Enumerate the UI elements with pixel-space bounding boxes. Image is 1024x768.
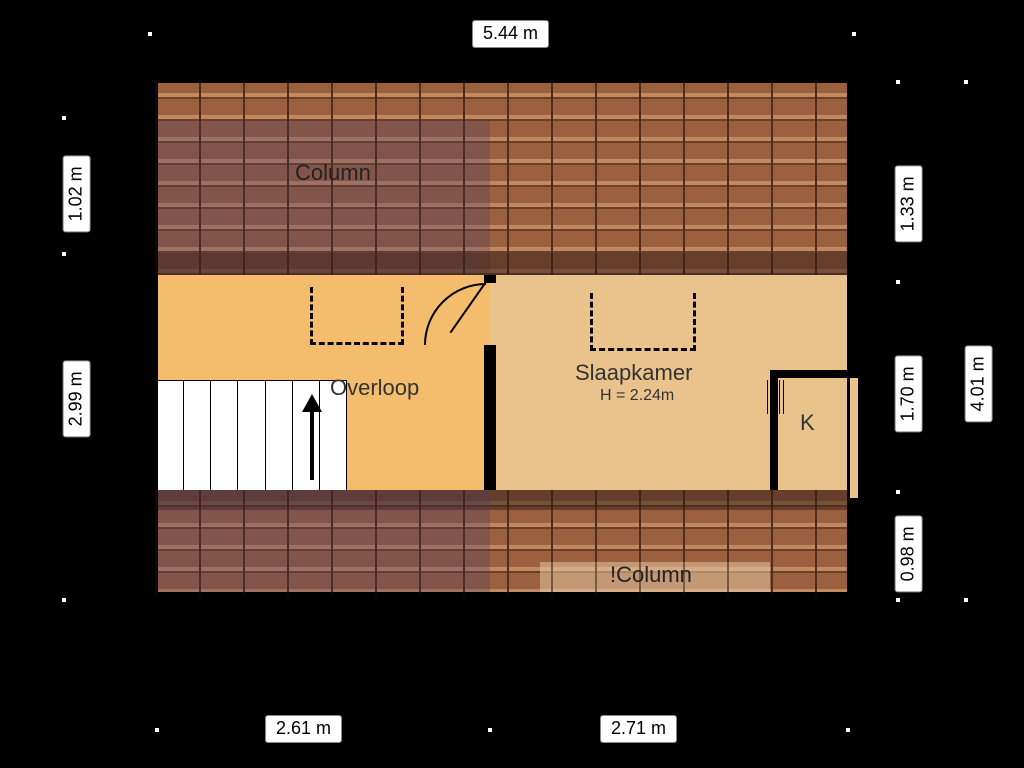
- tick: [896, 80, 900, 84]
- label-column-bottom: !Column: [610, 562, 692, 588]
- dim-right-c: 0.98 m: [895, 515, 923, 592]
- roof-seam: [771, 80, 773, 275]
- roof-seam: [815, 80, 817, 275]
- roof-seam: [639, 490, 641, 595]
- wall-divider: [484, 345, 496, 490]
- k-door-hatch: [775, 380, 776, 414]
- roof-seam: [243, 490, 245, 595]
- stair-arrow-head: [302, 394, 322, 412]
- plan-border-right: [847, 80, 850, 595]
- tick: [896, 280, 900, 284]
- column-overlay-bottom-left: [155, 490, 490, 595]
- dim-top: 5.44 m: [472, 20, 549, 48]
- stair-arrow-shaft: [310, 410, 314, 480]
- label-slaapkamer: Slaapkamer: [575, 360, 692, 386]
- tick: [488, 728, 492, 732]
- k-door-hatch: [771, 380, 772, 414]
- roof-seam: [331, 490, 333, 595]
- roof-seam: [375, 490, 377, 595]
- tick: [964, 598, 968, 602]
- roof-seam: [199, 80, 201, 275]
- roof-seam: [287, 80, 289, 275]
- plan-border-top: [155, 80, 850, 83]
- roof-seam: [551, 80, 553, 275]
- roof-seam: [199, 490, 201, 595]
- plan-border-bottom: [155, 592, 850, 595]
- roof-seam: [771, 490, 773, 595]
- column-overlay-top: [155, 120, 490, 275]
- roof-seam: [815, 490, 817, 595]
- dim-left-upper: 1.02 m: [63, 155, 91, 232]
- k-door-hatch: [783, 380, 784, 414]
- k-door-hatch: [767, 380, 768, 414]
- tick: [896, 490, 900, 494]
- roof-seam: [595, 80, 597, 275]
- dim-right-a: 1.33 m: [895, 165, 923, 242]
- skylight-slaapkamer: [590, 293, 696, 351]
- roof-seam: [595, 490, 597, 595]
- roof-seam: [683, 490, 685, 595]
- dim-bottom-left: 2.61 m: [265, 715, 342, 743]
- dim-left-lower: 2.99 m: [63, 360, 91, 437]
- dim-right-b: 1.70 m: [895, 355, 923, 432]
- roof-seam: [331, 80, 333, 275]
- roof-seam: [155, 80, 157, 275]
- roof-seam: [463, 490, 465, 595]
- roof-seam: [507, 80, 509, 275]
- tick: [155, 728, 159, 732]
- roof-seam: [507, 490, 509, 595]
- roof-seam: [463, 80, 465, 275]
- tick: [62, 116, 66, 120]
- tick: [148, 32, 152, 36]
- roof-seam: [287, 490, 289, 595]
- k-door-hatch: [779, 380, 780, 414]
- roof-seam: [419, 80, 421, 275]
- label-k: K: [800, 410, 815, 436]
- roof-seam: [727, 490, 729, 595]
- roof-seam: [243, 80, 245, 275]
- roof-seam: [419, 490, 421, 595]
- label-slaapkamer-height: H = 2.24m: [600, 387, 674, 405]
- tick: [846, 728, 850, 732]
- roof-seam: [551, 490, 553, 595]
- roof-seam: [375, 80, 377, 275]
- roof-shadow-top: [155, 253, 850, 275]
- roof-seam: [639, 80, 641, 275]
- tick: [62, 598, 66, 602]
- dim-far-right: 4.01 m: [965, 345, 993, 422]
- tick: [62, 252, 66, 256]
- tick: [852, 32, 856, 36]
- dim-bottom-right: 2.71 m: [600, 715, 677, 743]
- skylight-overloop: [310, 287, 404, 345]
- roof-seam: [683, 80, 685, 275]
- label-overloop: Overloop: [330, 375, 419, 401]
- tick: [896, 598, 900, 602]
- wall-divider-stub: [484, 275, 496, 283]
- tick: [964, 80, 968, 84]
- roof-seam: [155, 490, 157, 595]
- roof-seam: [727, 80, 729, 275]
